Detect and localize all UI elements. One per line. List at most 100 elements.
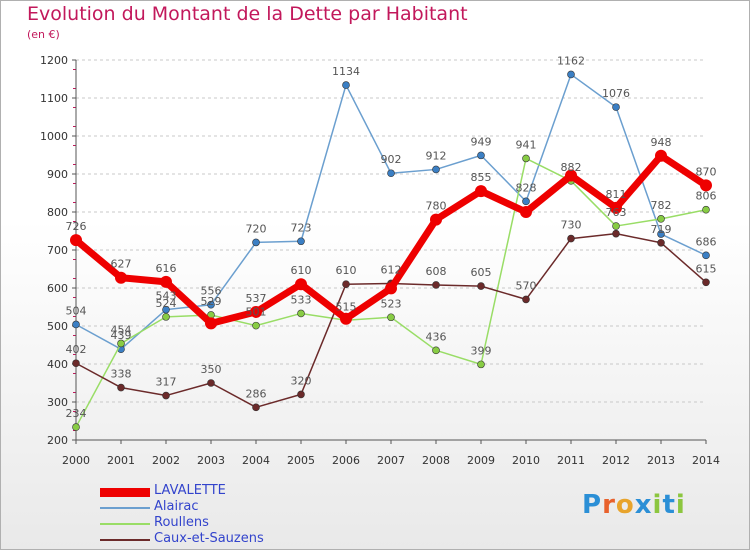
data-label: 529 bbox=[201, 295, 222, 308]
y-tick-label: 1100 bbox=[40, 92, 68, 105]
x-tick-label: 2004 bbox=[242, 454, 270, 467]
data-label: 730 bbox=[561, 219, 582, 232]
data-label: 605 bbox=[471, 266, 492, 279]
data-point bbox=[342, 280, 350, 289]
data-label: 317 bbox=[156, 376, 177, 389]
grid bbox=[76, 59, 706, 403]
data-label: 515 bbox=[336, 300, 357, 313]
data-label: 338 bbox=[111, 368, 132, 381]
data-label: 912 bbox=[426, 149, 447, 162]
data-point bbox=[252, 403, 260, 412]
x-tick-label: 2005 bbox=[287, 454, 315, 467]
data-point bbox=[702, 205, 710, 214]
data-label: 782 bbox=[651, 199, 672, 212]
x-tick-label: 2007 bbox=[377, 454, 405, 467]
y-tick-label: 700 bbox=[47, 244, 68, 257]
y-tick-label: 600 bbox=[47, 282, 68, 295]
data-label: 612 bbox=[381, 263, 402, 276]
data-point bbox=[522, 295, 530, 304]
data-label: 723 bbox=[291, 221, 312, 234]
data-point bbox=[70, 234, 82, 247]
data-point bbox=[72, 423, 80, 431]
data-point bbox=[432, 165, 440, 174]
data-point bbox=[250, 305, 262, 318]
axes: 200 300 400 500 600 700 800 900 1000 1100 1200 2000… bbox=[40, 54, 720, 467]
data-label: 523 bbox=[381, 297, 402, 310]
data-label: 350 bbox=[201, 363, 222, 376]
data-label: 902 bbox=[381, 153, 402, 166]
data-label: 811 bbox=[606, 188, 627, 201]
data-point bbox=[520, 206, 532, 218]
data-point bbox=[477, 151, 485, 160]
data-label: 719 bbox=[651, 223, 672, 236]
data-label: 855 bbox=[471, 171, 492, 184]
x-tick-label: 2002 bbox=[152, 454, 180, 467]
data-label: 524 bbox=[156, 297, 177, 310]
data-point bbox=[475, 185, 487, 198]
data-label: 1076 bbox=[602, 87, 630, 100]
y-tick-label: 400 bbox=[47, 358, 68, 371]
data-label: 726 bbox=[66, 220, 87, 233]
data-point bbox=[340, 312, 352, 325]
legend-swatch bbox=[100, 539, 150, 541]
data-point bbox=[295, 278, 307, 291]
data-label: 504 bbox=[66, 304, 87, 317]
y-tick-label: 800 bbox=[47, 206, 68, 219]
data-point bbox=[430, 213, 442, 226]
y-tick-label: 300 bbox=[47, 396, 68, 409]
x-tick-label: 2008 bbox=[422, 454, 450, 467]
x-tick-label: 2012 bbox=[602, 454, 630, 467]
data-label: 439 bbox=[111, 329, 132, 342]
data-point bbox=[522, 154, 530, 163]
data-label: 610 bbox=[291, 264, 312, 277]
legend-label: LAVALETTE bbox=[154, 483, 226, 498]
legend-label: Roullens bbox=[154, 515, 209, 530]
data-label: 537 bbox=[246, 292, 267, 305]
data-label: 1134 bbox=[332, 65, 360, 78]
x-tick-label: 2001 bbox=[107, 454, 135, 467]
chart-title: Evolution du Montant de la Dette par Hab… bbox=[27, 3, 468, 25]
data-point bbox=[387, 169, 395, 178]
data-point bbox=[610, 201, 622, 214]
y-tick-label: 900 bbox=[47, 168, 68, 181]
x-tick-label: 2003 bbox=[197, 454, 225, 467]
data-label: 882 bbox=[561, 161, 582, 174]
data-point bbox=[72, 359, 80, 368]
x-tick-label: 2000 bbox=[62, 454, 90, 467]
data-label: 763 bbox=[606, 206, 627, 219]
data-label: 570 bbox=[516, 279, 537, 292]
data-point bbox=[205, 317, 217, 330]
logo-letter: x bbox=[634, 490, 653, 520]
logo-letter: P bbox=[582, 490, 603, 520]
legend-label: Alairac bbox=[154, 499, 199, 514]
data-point bbox=[657, 238, 665, 247]
data-point bbox=[342, 81, 350, 89]
data-point bbox=[565, 169, 577, 182]
data-point bbox=[385, 282, 397, 295]
legend-swatch bbox=[100, 487, 150, 497]
data-label: 610 bbox=[336, 264, 357, 277]
data-point bbox=[115, 271, 127, 284]
series-lines bbox=[70, 70, 712, 431]
data-label: 686 bbox=[696, 235, 717, 248]
data-point bbox=[522, 197, 530, 206]
data-point bbox=[612, 222, 620, 230]
data-label: 780 bbox=[426, 200, 447, 213]
data-label: 949 bbox=[471, 135, 492, 148]
data-label: 948 bbox=[651, 136, 672, 149]
data-point bbox=[477, 282, 485, 290]
y-tick-label: 1000 bbox=[40, 130, 68, 143]
data-point bbox=[432, 281, 440, 289]
logo-letter: o bbox=[615, 490, 635, 520]
logo-letter: r bbox=[602, 490, 616, 520]
logo-letter: i bbox=[675, 490, 686, 520]
data-label: 941 bbox=[516, 138, 537, 151]
data-label: 556 bbox=[201, 285, 222, 298]
x-tick-label: 2014 bbox=[692, 454, 720, 467]
logo-letter: t bbox=[662, 490, 676, 520]
chart-unit: (en €) bbox=[27, 28, 60, 41]
data-point bbox=[700, 179, 712, 192]
data-label: 828 bbox=[516, 181, 537, 194]
